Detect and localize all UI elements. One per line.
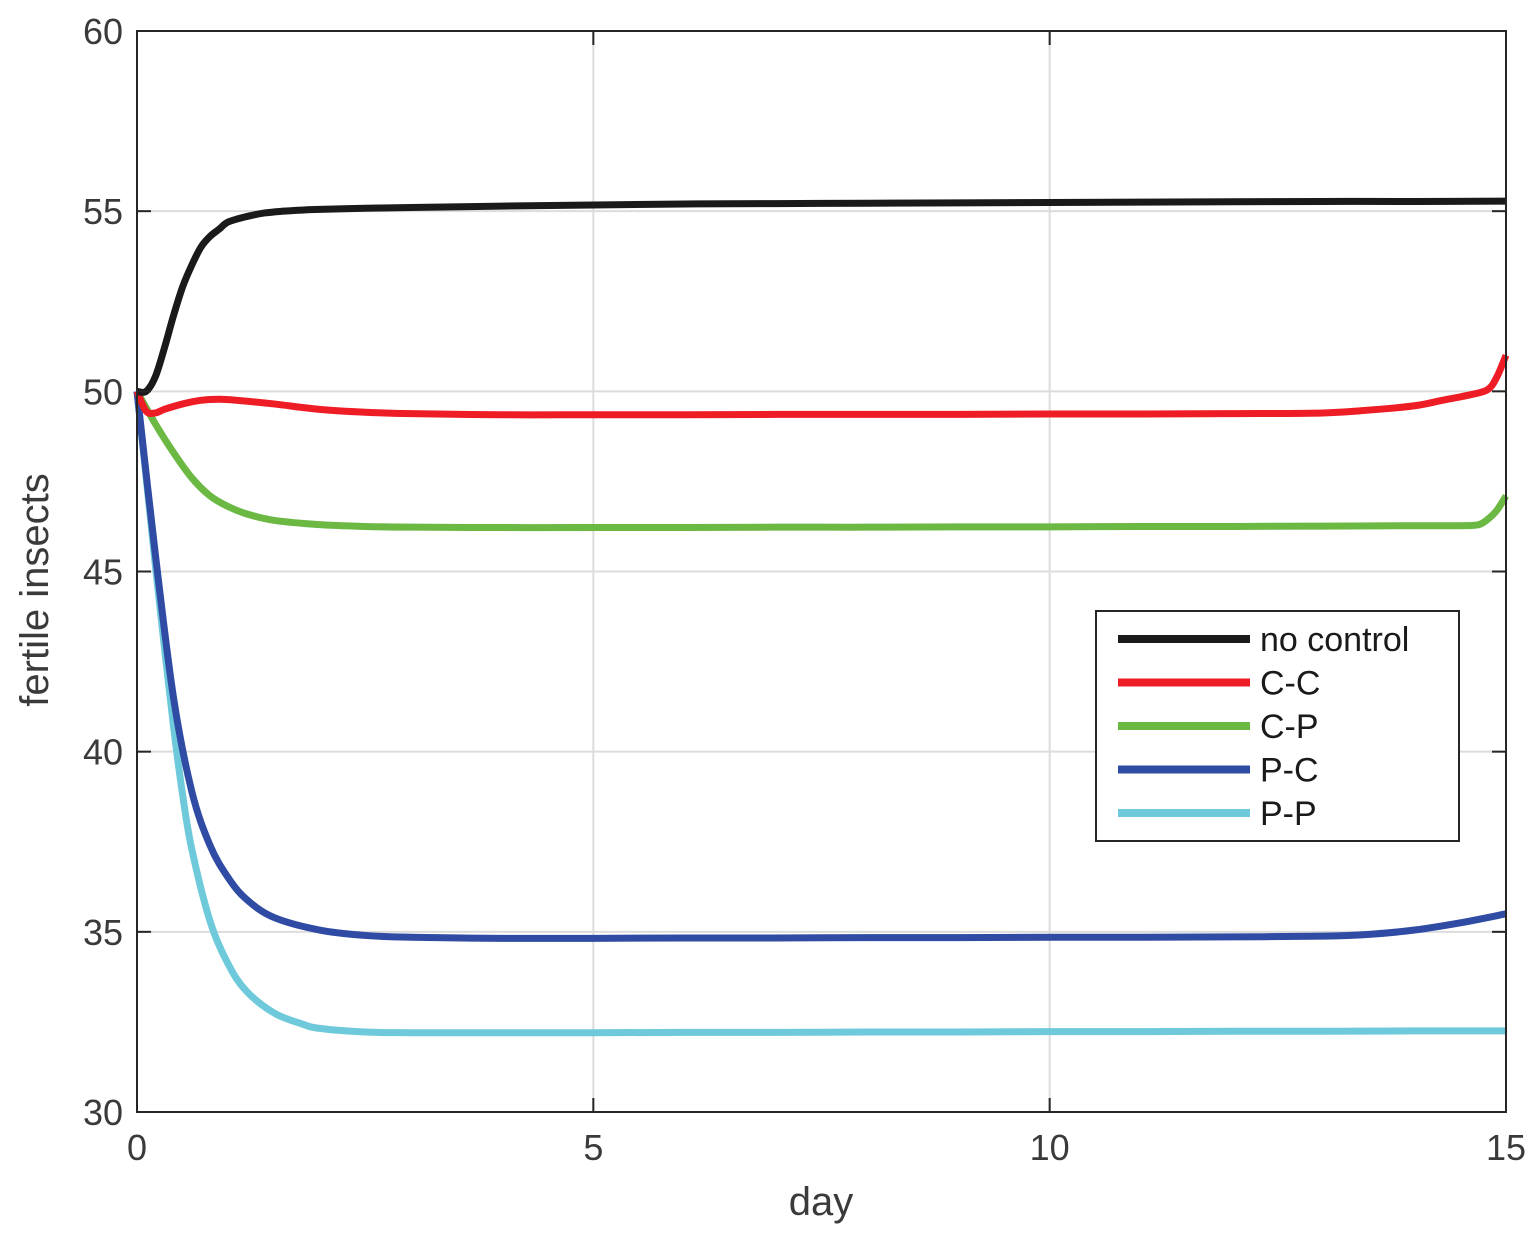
x-tick-label: 0 [127,1127,147,1168]
series-lines [133,197,1510,1037]
series-line-p-p [133,390,1507,1037]
legend: no control C-C C-P P-C P-P [1095,610,1460,842]
y-tick-label: 60 [83,11,123,52]
series-line-c-c [133,353,1510,419]
series-line-no-control [136,197,1507,396]
y-tick-label: 30 [83,1092,123,1133]
legend-label-c-p: C-P [1260,708,1319,746]
grid-lines [137,31,1506,1112]
legend-label-no-control: no control [1260,621,1409,659]
series-line-c-p [133,389,1509,532]
y-tick-label: 35 [83,912,123,953]
legend-label-p-c: P-C [1260,752,1319,790]
y-tick-label: 45 [83,552,123,593]
legend-items: no control C-C C-P P-C P-P [1118,621,1409,833]
y-axis-label: fertile insects [13,473,57,706]
x-tick-label: 10 [1030,1127,1070,1168]
x-axis-label: day [789,1180,854,1224]
y-tick-label: 40 [83,732,123,773]
legend-label-c-c: C-C [1260,665,1320,703]
legend-label-p-p: P-P [1260,795,1317,833]
axis-ticks [136,30,1507,1113]
x-tick-label: 15 [1486,1127,1526,1168]
y-tick-label: 55 [83,191,123,232]
tick-labels: 0 5 10 15 30 35 40 45 50 55 60 [83,11,1526,1168]
y-tick-label: 50 [83,371,123,412]
series-line-p-c [133,390,1507,942]
x-tick-label: 5 [583,1127,603,1168]
